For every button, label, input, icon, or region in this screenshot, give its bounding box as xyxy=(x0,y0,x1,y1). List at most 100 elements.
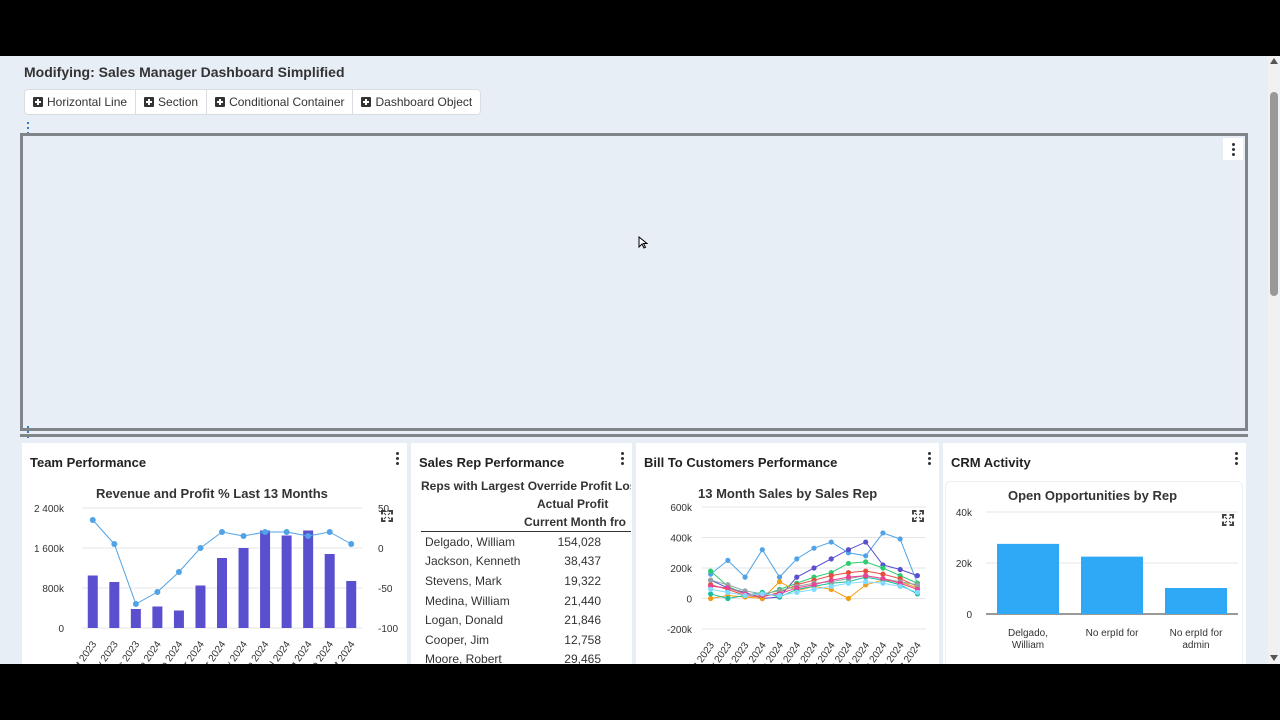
expand-icon[interactable] xyxy=(381,510,393,522)
y-tick-label: 800k xyxy=(42,584,65,595)
empty-section[interactable] xyxy=(20,133,1248,431)
table-row: Medina, William 21,440 xyxy=(421,591,631,611)
panel-title: Team Performance xyxy=(30,455,147,470)
line-point xyxy=(794,589,800,595)
rep-table: Reps with Largest Override Profit Los Ac… xyxy=(421,479,631,664)
scroll-thumb[interactable] xyxy=(1270,92,1278,296)
line-point xyxy=(708,577,714,583)
table-row: Delgado, William 154,028 xyxy=(421,532,631,552)
x-tick-label: William xyxy=(1012,640,1044,651)
bottom-black-bar xyxy=(0,664,1280,720)
line-point xyxy=(897,583,903,589)
line-point xyxy=(811,586,817,592)
bar xyxy=(173,610,184,628)
bar xyxy=(303,530,314,628)
add-toolbar: Horizontal Line Section Conditional Cont… xyxy=(24,89,482,115)
y2-tick-label: 0 xyxy=(378,544,384,555)
x-tick-label: No erpId for xyxy=(1086,628,1139,639)
rep-name: Moore, Robert xyxy=(425,652,502,664)
crm-chart-card: Open Opportunities by Rep 40k 20k 0 Delgado… xyxy=(945,481,1243,664)
panel-title: Sales Rep Performance xyxy=(419,455,565,470)
bill-to-customers-panel: Bill To Customers Performance 13 Month S… xyxy=(636,443,939,664)
line-point xyxy=(759,547,765,553)
table-row: Jackson, Kenneth 38,437 xyxy=(421,552,631,572)
chart-title: Open Opportunities by Rep xyxy=(1008,488,1178,503)
panel-title: Bill To Customers Performance xyxy=(644,455,838,470)
y-tick-label: 1 600k xyxy=(34,544,65,555)
line-point xyxy=(742,592,748,599)
line-point xyxy=(305,533,312,539)
line-point xyxy=(111,541,118,547)
line-point xyxy=(742,574,748,580)
line-point xyxy=(863,579,869,585)
line-point xyxy=(794,585,800,591)
rep-rows: Delgado, William 154,028 Jackson, Kenneth 3… xyxy=(421,532,631,664)
line-point xyxy=(828,539,834,545)
x-tick-label: admin xyxy=(1182,640,1209,651)
line-point xyxy=(708,568,714,574)
button-label: Conditional Container xyxy=(229,95,345,109)
panel-title: CRM Activity xyxy=(951,455,1031,470)
top-black-bar xyxy=(0,0,1280,56)
line-point xyxy=(759,591,765,597)
panel-menu-icon[interactable] xyxy=(1226,447,1246,469)
button-label: Dashboard Object xyxy=(375,95,473,109)
bar xyxy=(217,558,227,628)
rep-profit: 21,440 xyxy=(564,593,601,608)
panel-menu-icon[interactable] xyxy=(919,447,939,469)
line-point xyxy=(845,595,852,602)
bar xyxy=(130,609,141,628)
bar xyxy=(152,606,163,628)
line-point xyxy=(863,568,869,574)
line-point xyxy=(132,601,139,607)
expand-icon[interactable] xyxy=(1222,514,1234,526)
panel-menu-icon[interactable] xyxy=(612,447,632,469)
chart-title: Revenue and Profit % Last 13 Months xyxy=(96,486,328,501)
table-row: Cooper, Jim 12,758 xyxy=(421,630,631,650)
line-point xyxy=(283,529,290,535)
team-performance-panel: Team Performance Revenue and Profit % La… xyxy=(22,443,407,664)
line-point xyxy=(863,559,869,565)
scroll-down-arrow-icon[interactable] xyxy=(1270,655,1278,661)
panels-section: Team Performance Revenue and Profit % La… xyxy=(20,434,1248,664)
y-tick-label: 2 400k xyxy=(34,504,65,515)
line-point xyxy=(326,529,333,535)
line-point xyxy=(914,582,920,588)
plus-square-icon xyxy=(215,97,226,107)
expand-icon[interactable] xyxy=(912,510,924,522)
bar xyxy=(87,575,98,628)
add-section-button[interactable]: Section xyxy=(136,90,208,114)
add-dashboard-object-button[interactable]: Dashboard Object xyxy=(353,90,480,114)
line-point xyxy=(348,541,355,547)
rep-profit: 154,028 xyxy=(557,534,601,549)
bar xyxy=(195,585,206,628)
scroll-up-arrow-icon[interactable] xyxy=(1270,58,1278,64)
line-point xyxy=(845,574,852,580)
vertical-scrollbar[interactable] xyxy=(1268,56,1280,664)
add-horizontal-line-button[interactable]: Horizontal Line xyxy=(25,90,137,114)
line-point xyxy=(897,536,903,542)
bar xyxy=(324,554,335,628)
line-point xyxy=(794,556,800,562)
bar xyxy=(281,535,292,628)
y-tick-label: 400k xyxy=(670,534,693,545)
rep-profit: 29,465 xyxy=(564,652,601,664)
drag-handle-icon[interactable] xyxy=(24,426,32,438)
section-menu-icon[interactable] xyxy=(1223,138,1243,160)
y-tick-label: 20k xyxy=(956,559,973,570)
dashboard-editor: Modifying: Sales Manager Dashboard Simpl… xyxy=(0,56,1280,664)
line-point xyxy=(725,595,731,602)
line-point xyxy=(725,585,731,591)
line-point xyxy=(794,574,800,580)
panel-menu-icon[interactable] xyxy=(387,447,407,469)
y-tick-label: 200k xyxy=(670,564,693,575)
line-point xyxy=(880,580,886,586)
line-point xyxy=(845,547,852,553)
add-conditional-container-button[interactable]: Conditional Container xyxy=(207,90,354,114)
line-point xyxy=(240,533,247,539)
table-row: Moore, Robert 29,465 xyxy=(421,650,631,664)
plus-square-icon xyxy=(33,97,43,107)
line-point xyxy=(89,517,96,523)
